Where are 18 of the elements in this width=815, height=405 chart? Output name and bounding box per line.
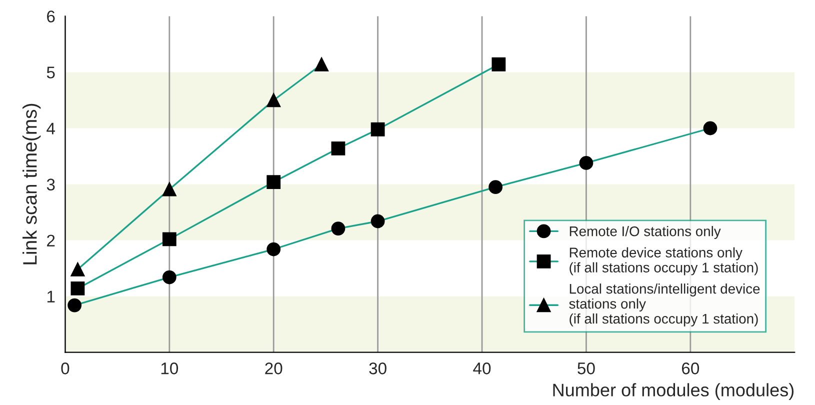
y-tick-label: 1 — [47, 290, 55, 302]
x-tick-label: 60 — [682, 362, 700, 374]
legend-label: Remote I/O stations only — [570, 226, 721, 239]
x-tick-label: 30 — [369, 362, 386, 374]
y-tick-label: 3 — [46, 178, 55, 190]
x-axis-title: Number of modules (modules) — [553, 383, 794, 400]
x-tick-label: 50 — [578, 362, 595, 374]
x-tick-label: 20 — [265, 362, 282, 374]
y-tick-label: 5 — [46, 66, 55, 78]
x-tick-label: 0 — [61, 362, 70, 374]
legend-label: Remote device stations only (if all stations occupy 1 station) — [570, 247, 758, 276]
y-tick-label: 2 — [47, 234, 55, 246]
y-axis-title: Link scan time(ms) — [22, 104, 41, 264]
y-tick-label: 6 — [47, 10, 55, 22]
legend-label: Local stations/intelligent device stations only (if all stations occupy 1 station) — [569, 284, 760, 326]
x-tick-label: 10 — [161, 362, 178, 374]
y-tick-label: 4 — [46, 122, 55, 134]
x-tick-label: 40 — [473, 362, 491, 374]
